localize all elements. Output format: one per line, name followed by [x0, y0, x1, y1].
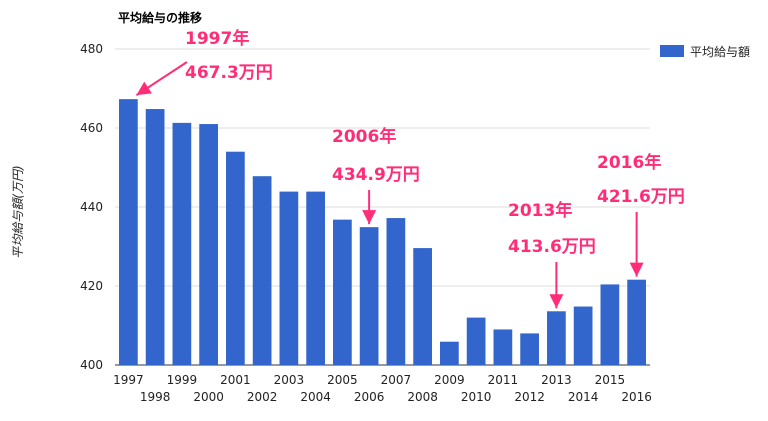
- y-tick-label: 480: [80, 42, 103, 56]
- y-tick-label: 440: [80, 200, 103, 214]
- annotation-arrow-head: [629, 262, 644, 277]
- annotation-year: 1997年: [185, 28, 249, 49]
- x-tick-label: 1997: [113, 373, 144, 387]
- x-tick-label: 2003: [274, 373, 305, 387]
- annotation-year: 2016年: [597, 152, 661, 173]
- x-tick-label: 2009: [434, 373, 465, 387]
- x-tick-label: 2006: [354, 390, 385, 404]
- legend: 平均給与額: [660, 45, 750, 59]
- bar-2001: [226, 151, 245, 365]
- annotation-value: 413.6万円: [508, 237, 596, 257]
- x-tick-label: 1998: [140, 390, 171, 404]
- annotation-arrow-head: [136, 81, 152, 96]
- bar-2004: [306, 191, 325, 365]
- y-axis-ticks: 400 420 440 460 480: [80, 42, 103, 372]
- bar-1997: [119, 99, 138, 365]
- x-tick-label: 2007: [381, 373, 412, 387]
- x-tick-label: 2001: [220, 373, 251, 387]
- y-tick-label: 460: [80, 121, 103, 135]
- bar-1998: [145, 109, 165, 365]
- legend-swatch: [660, 45, 684, 57]
- x-tick-label: 2015: [595, 373, 626, 387]
- bar-2014: [573, 306, 593, 365]
- bar-2016: [627, 279, 646, 365]
- chart-title: 平均給与の推移: [118, 10, 202, 25]
- annotation-value: 434.9万円: [332, 165, 420, 185]
- bar-2011: [493, 329, 513, 365]
- x-tick-label: 2011: [488, 373, 519, 387]
- bar-2003: [279, 191, 299, 365]
- bar-1999: [172, 122, 192, 366]
- y-tick-label: 400: [80, 358, 103, 372]
- annotation-value: 467.3万円: [185, 63, 273, 83]
- x-tick-label: 2013: [541, 373, 572, 387]
- annotation-arrow-head: [549, 294, 564, 309]
- bar-2007: [386, 218, 406, 365]
- bar-2008: [413, 248, 432, 365]
- annotation-arrow-head: [362, 210, 377, 225]
- annotations: 1997年 467.3万円 2006年 434.9万円 2013年 413.6万円 2016…: [135, 28, 685, 309]
- x-tick-label: 2000: [193, 390, 224, 404]
- y-tick-label: 420: [80, 279, 103, 293]
- x-tick-label: 2005: [327, 373, 358, 387]
- x-tick-label: 1999: [167, 373, 198, 387]
- x-tick-label: 2010: [461, 390, 492, 404]
- x-tick-label: 2016: [621, 390, 652, 404]
- y-axis-label: 平均給与額(万円): [11, 165, 25, 258]
- bars: [119, 99, 646, 366]
- legend-label: 平均給与額: [690, 45, 750, 59]
- bar-2000: [199, 124, 218, 365]
- bar-2009: [440, 341, 459, 365]
- bar-2012: [520, 333, 539, 365]
- bar-2005: [333, 219, 352, 365]
- bar-2015: [600, 284, 620, 365]
- annotation-value: 421.6万円: [597, 187, 685, 207]
- annotation-year: 2013年: [508, 200, 572, 221]
- x-tick-label: 2008: [407, 390, 438, 404]
- x-axis-ticks: 1997 1998 1999 2000 2001 2002 2003 2004 2005 2006…: [113, 373, 652, 404]
- bar-2010: [466, 317, 486, 365]
- x-tick-label: 2002: [247, 390, 278, 404]
- bar-2006: [359, 227, 379, 365]
- x-tick-label: 2004: [300, 390, 331, 404]
- annotation-year: 2006年: [332, 126, 396, 147]
- x-tick-label: 2014: [568, 390, 599, 404]
- bar-2013: [547, 311, 566, 365]
- x-tick-label: 2012: [514, 390, 545, 404]
- bar-2002: [252, 176, 272, 365]
